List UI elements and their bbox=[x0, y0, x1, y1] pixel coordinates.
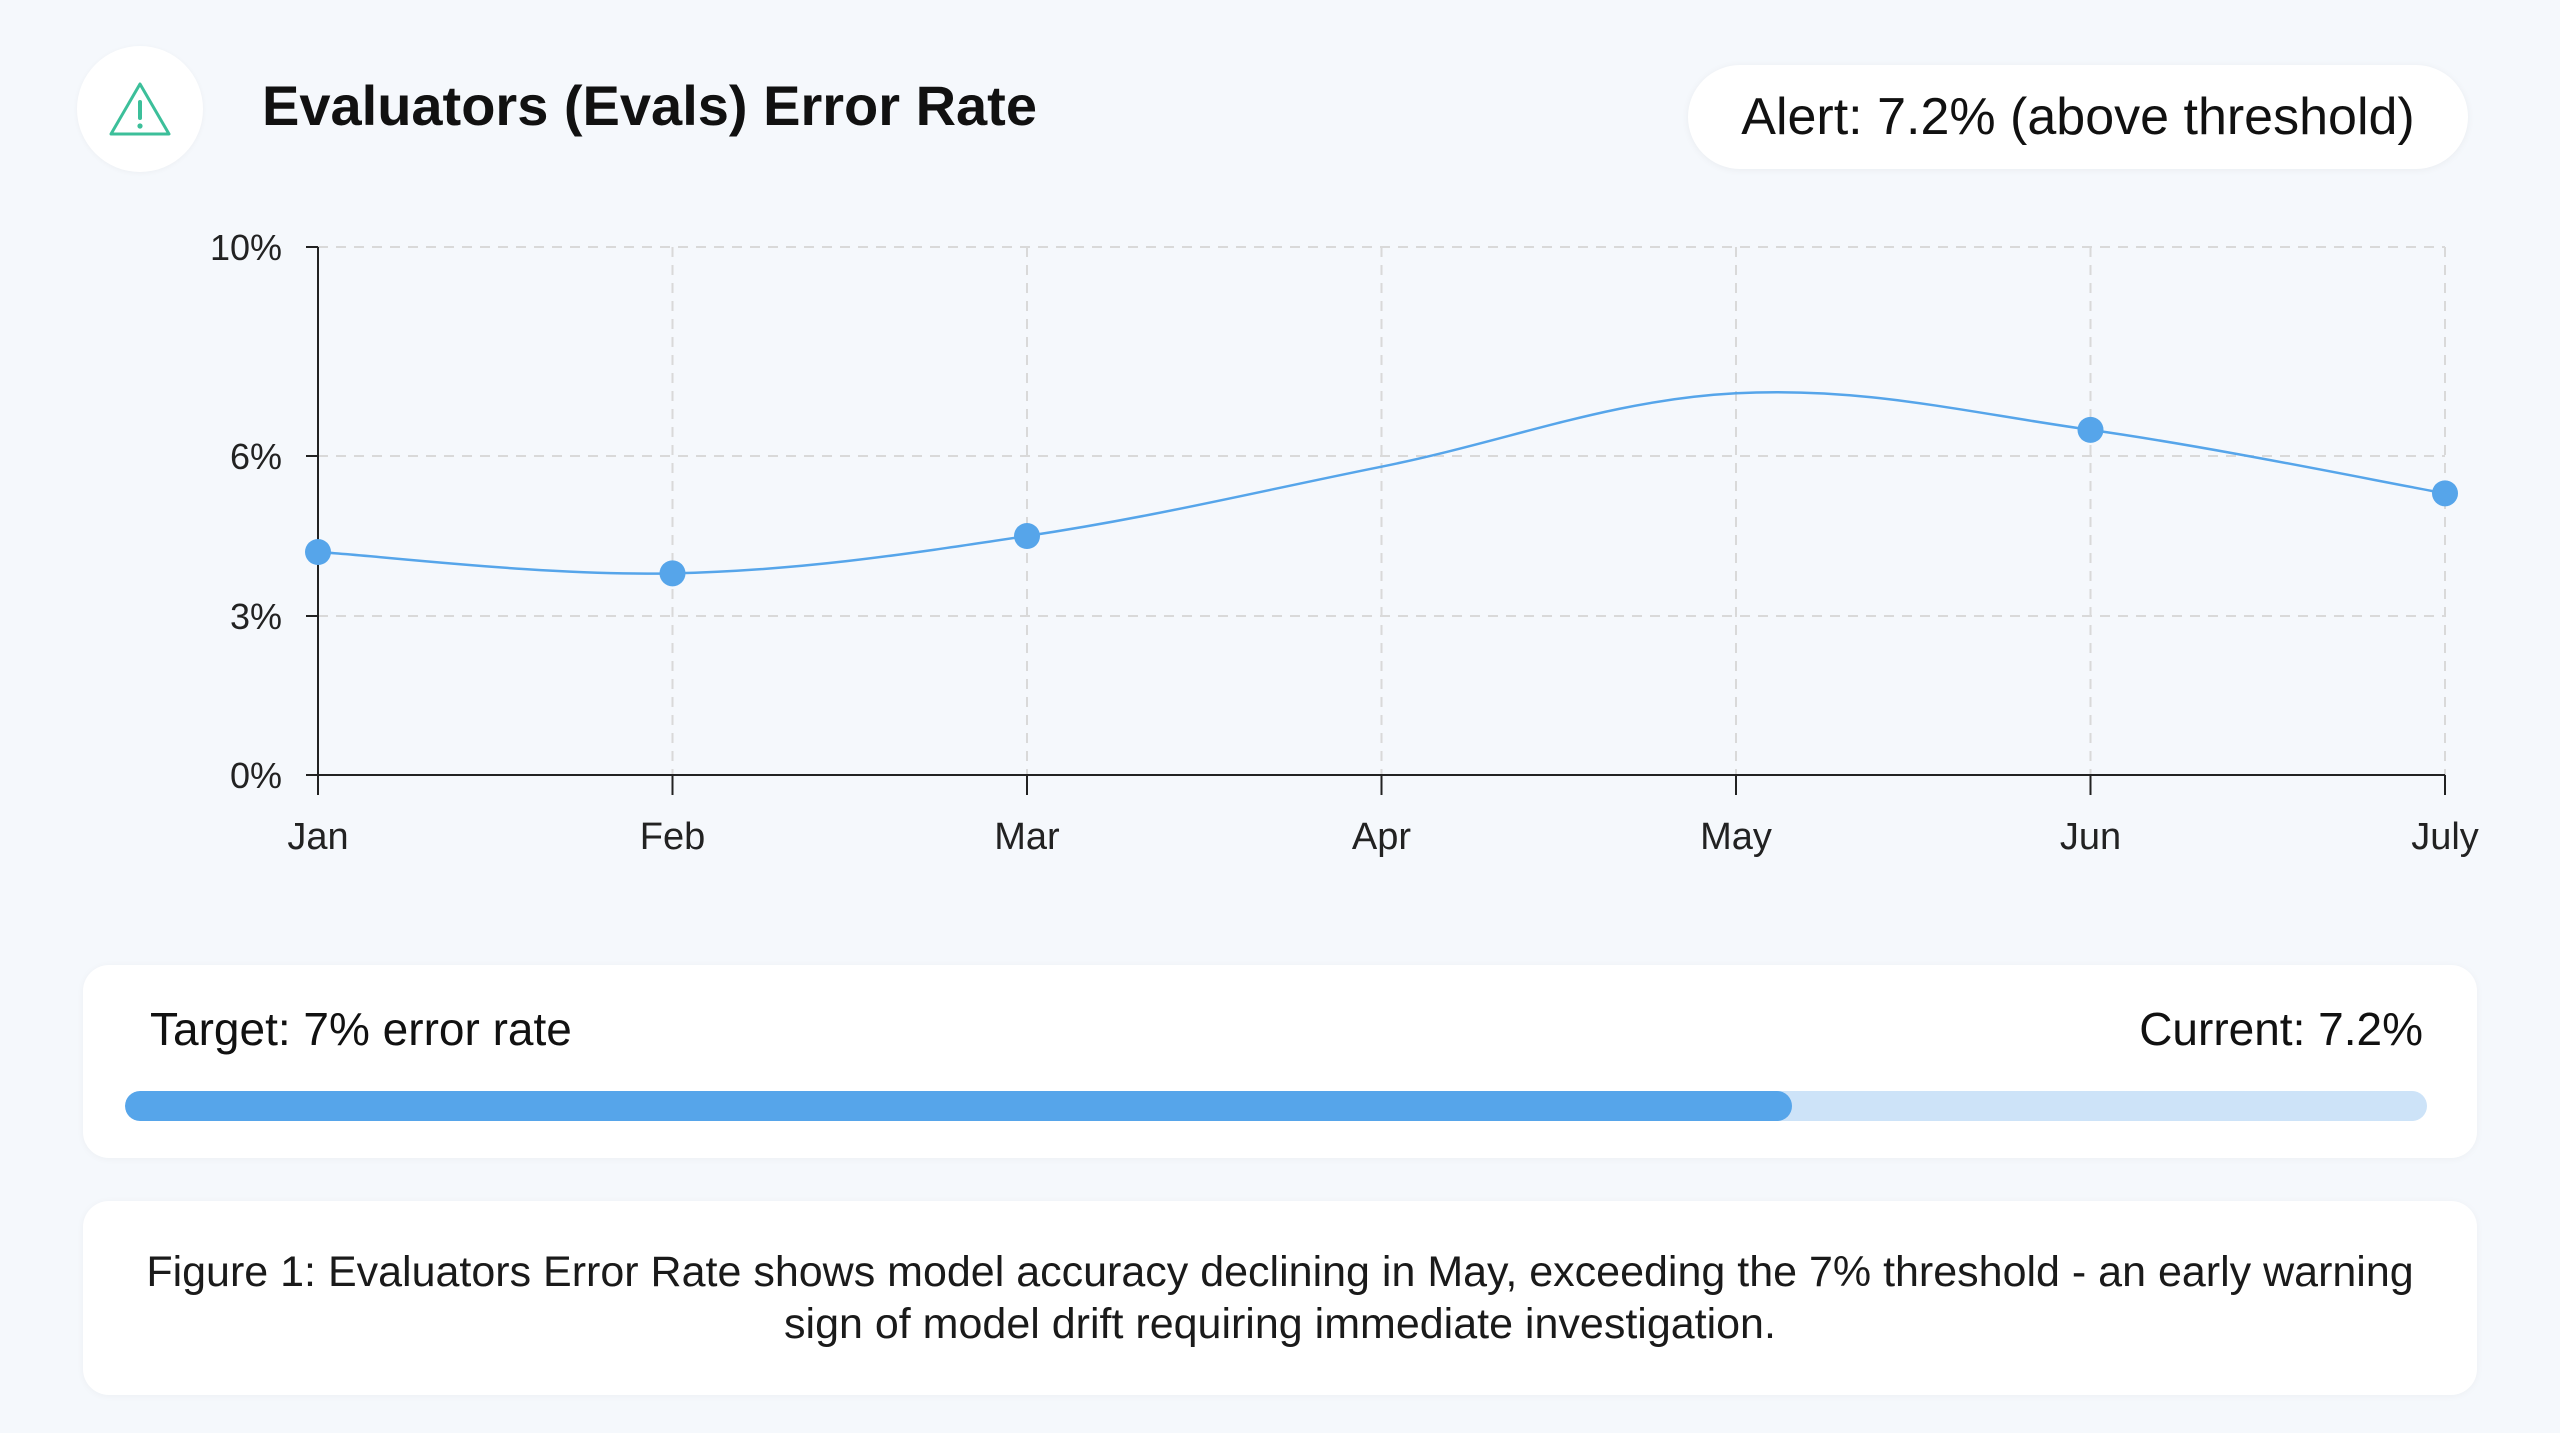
y-tick-label: 10% bbox=[210, 227, 282, 268]
x-tick-label: Jan bbox=[287, 816, 348, 858]
data-point bbox=[2432, 480, 2458, 507]
progress-bar-fill bbox=[125, 1091, 1792, 1121]
line-chart-svg: 0% 3% 6% 10% Jan Feb Mar Apr May Jun July bbox=[210, 227, 2479, 858]
series bbox=[305, 390, 2458, 587]
x-tick-label: May bbox=[1700, 816, 1772, 858]
alert-icon-badge bbox=[77, 46, 203, 172]
caption-card: Figure 1: Evaluators Error Rate shows mo… bbox=[83, 1201, 2477, 1395]
progress-card: Target: 7% error rate Current: 7.2% bbox=[83, 965, 2477, 1158]
warning-triangle-icon bbox=[109, 82, 171, 136]
x-tick-label: Jun bbox=[2060, 816, 2121, 858]
data-point bbox=[659, 560, 686, 587]
y-tick-label: 6% bbox=[230, 436, 282, 477]
y-tick-label: 0% bbox=[230, 755, 282, 796]
page-title: Evaluators (Evals) Error Rate bbox=[262, 74, 1037, 137]
x-tick-label: Apr bbox=[1352, 816, 1411, 858]
grid-lines bbox=[318, 246, 2446, 775]
x-tick-label: July bbox=[2411, 816, 2479, 858]
x-tick-label: Mar bbox=[994, 816, 1060, 858]
tick-labels: 0% 3% 6% 10% Jan Feb Mar Apr May Jun July bbox=[210, 227, 2479, 858]
data-point bbox=[2077, 416, 2104, 443]
error-rate-chart: 0% 3% 6% 10% Jan Feb Mar Apr May Jun July bbox=[0, 200, 2560, 900]
progress-bar-track bbox=[125, 1091, 2427, 1121]
axes bbox=[306, 246, 2446, 795]
current-label: Current: 7.2% bbox=[2139, 1003, 2423, 1055]
x-tick-label: Feb bbox=[640, 816, 705, 858]
data-point bbox=[305, 539, 331, 565]
figure-caption: Figure 1: Evaluators Error Rate shows mo… bbox=[146, 1248, 2414, 1348]
alert-badge: Alert: 7.2% (above threshold) bbox=[1688, 65, 2468, 169]
target-label: Target: 7% error rate bbox=[150, 1003, 572, 1055]
y-tick-label: 3% bbox=[230, 596, 282, 637]
data-point bbox=[1014, 523, 1040, 549]
alert-text: Alert: 7.2% (above threshold) bbox=[1741, 88, 2415, 146]
